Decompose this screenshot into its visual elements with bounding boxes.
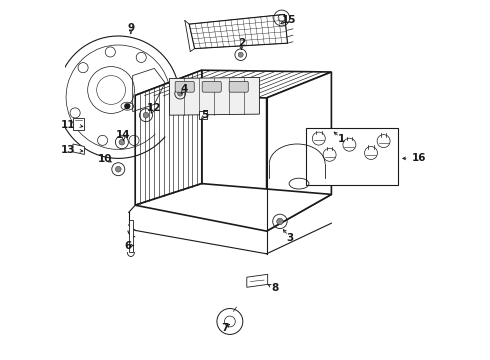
Text: 4: 4 (181, 84, 188, 94)
FancyBboxPatch shape (229, 81, 248, 92)
Text: 12: 12 (147, 103, 162, 113)
Text: 1: 1 (338, 134, 345, 144)
Text: 6: 6 (124, 240, 132, 251)
Circle shape (277, 218, 283, 225)
Text: 8: 8 (271, 283, 278, 293)
Polygon shape (73, 144, 84, 154)
Text: 5: 5 (201, 110, 208, 120)
Text: 16: 16 (411, 153, 426, 163)
Polygon shape (247, 274, 268, 287)
Circle shape (116, 166, 121, 172)
Bar (306, 128, 398, 185)
Text: 3: 3 (286, 233, 294, 243)
Polygon shape (267, 72, 331, 231)
Polygon shape (170, 77, 259, 115)
Text: 15: 15 (282, 15, 296, 25)
Text: 13: 13 (61, 145, 76, 156)
Polygon shape (129, 220, 133, 252)
Text: 10: 10 (98, 154, 113, 164)
Text: 9: 9 (127, 23, 134, 33)
Polygon shape (73, 118, 84, 130)
Polygon shape (189, 14, 288, 49)
Circle shape (143, 112, 149, 118)
FancyBboxPatch shape (175, 81, 194, 92)
Circle shape (178, 91, 183, 96)
Circle shape (119, 139, 125, 145)
Polygon shape (135, 184, 331, 231)
Circle shape (238, 52, 243, 57)
Polygon shape (199, 111, 207, 119)
Polygon shape (135, 70, 331, 98)
Text: 2: 2 (238, 38, 245, 48)
Text: 7: 7 (221, 323, 229, 333)
Text: 14: 14 (116, 130, 131, 140)
Circle shape (124, 103, 130, 109)
Text: 11: 11 (61, 120, 76, 130)
FancyBboxPatch shape (202, 81, 221, 92)
Polygon shape (135, 70, 202, 205)
